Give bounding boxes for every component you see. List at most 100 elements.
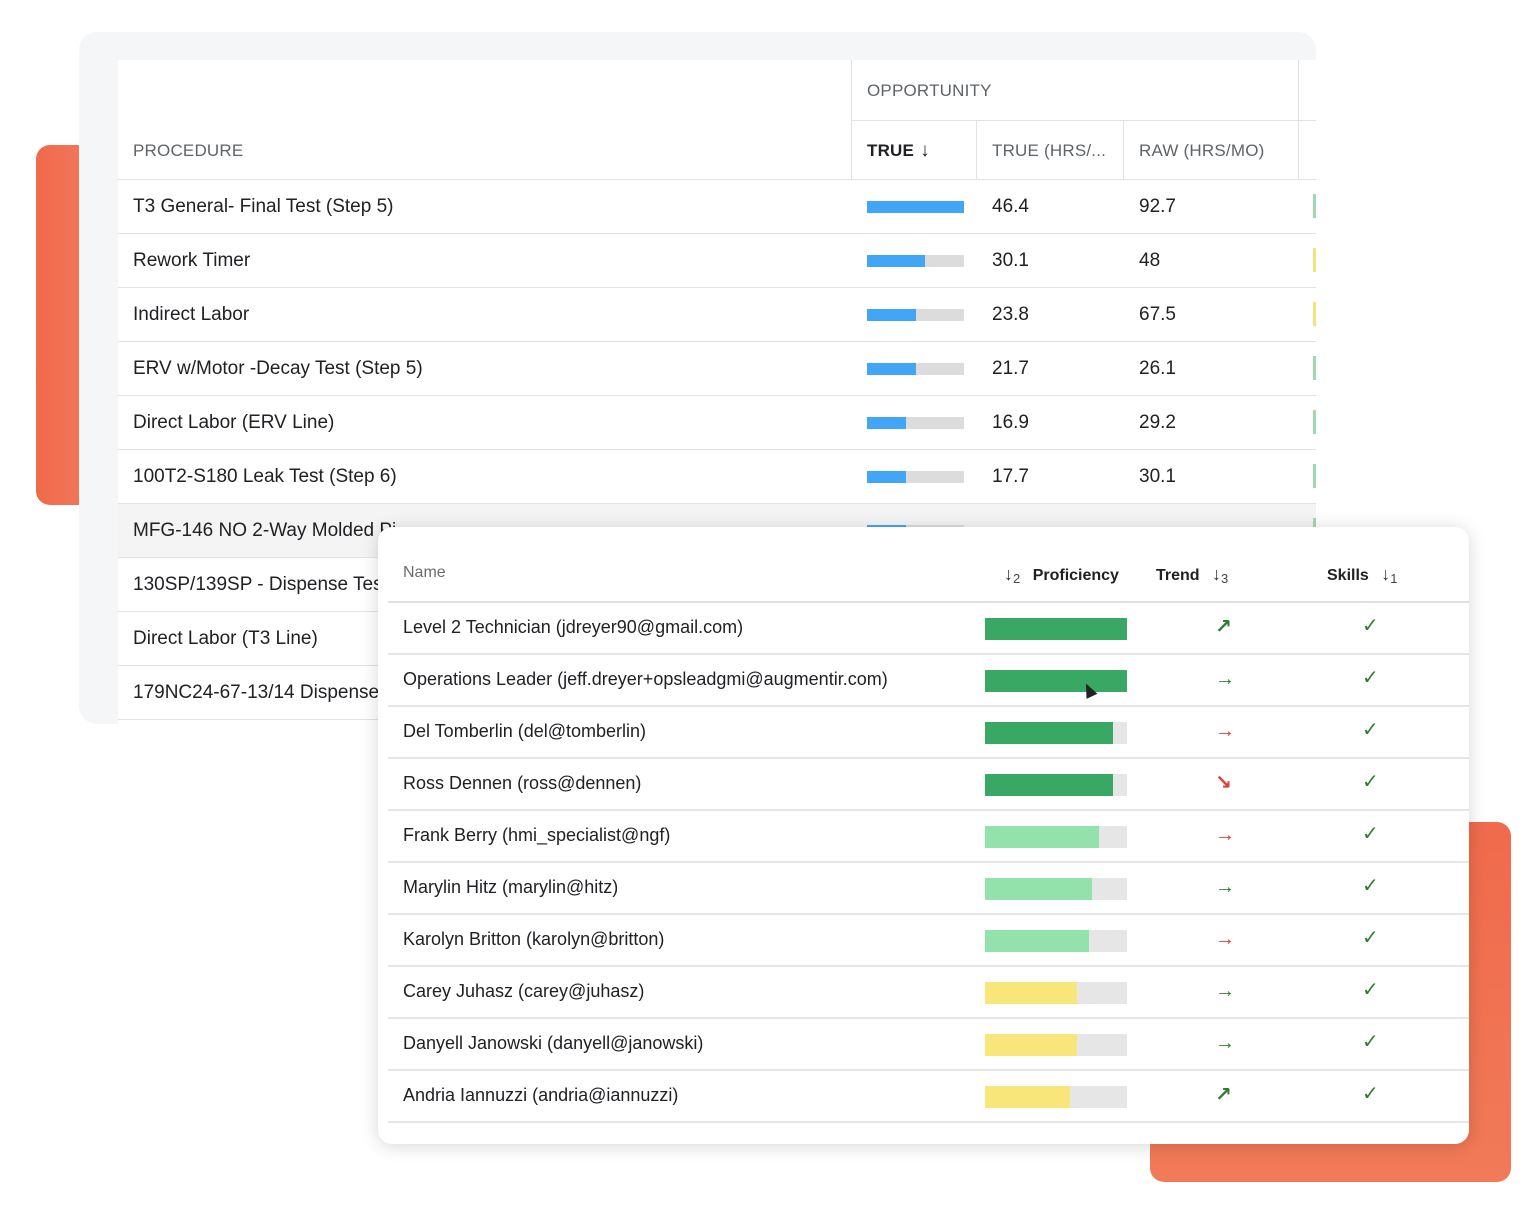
trend-right-icon: → bbox=[1215, 928, 1235, 950]
arrow-down-icon: ↓ bbox=[920, 140, 930, 161]
header-divider bbox=[851, 120, 1316, 121]
procedure-name: T3 General- Final Test (Step 5) bbox=[133, 196, 394, 217]
user-name: Frank Berry (hmi_specialist@ngf) bbox=[403, 825, 671, 845]
procedure-column-header[interactable]: PROCEDURE bbox=[133, 141, 244, 160]
procedure-name: 130SP/139SP - Dispense Tes bbox=[133, 574, 383, 595]
trend-up-right-icon: ↗ bbox=[1215, 616, 1232, 638]
column-divider bbox=[976, 120, 977, 180]
check-icon: ✓ bbox=[1362, 667, 1379, 689]
raw-hrs-value: 48 bbox=[1139, 250, 1161, 271]
check-icon: ✓ bbox=[1362, 771, 1379, 793]
true-opportunity-bar bbox=[867, 309, 964, 321]
raw-hrs-column-header[interactable]: RAW (HRS/MO) bbox=[1139, 141, 1265, 160]
trend-right-icon: → bbox=[1215, 824, 1235, 846]
procedure-name: Indirect Labor bbox=[133, 304, 250, 325]
user-name: Danyell Janowski (danyell@janowski) bbox=[403, 1033, 704, 1053]
status-indicator bbox=[1313, 410, 1316, 434]
status-indicator bbox=[1313, 302, 1316, 326]
table-row[interactable]: Karolyn Britton (karolyn@britton) → ✓ bbox=[388, 915, 1469, 967]
skills-column-label: Skills bbox=[1327, 567, 1369, 584]
table-row[interactable]: Indirect Labor 23.8 67.5 bbox=[118, 288, 1316, 342]
check-icon: ✓ bbox=[1362, 615, 1379, 637]
true-opportunity-bar bbox=[867, 471, 964, 483]
user-name: Karolyn Britton (karolyn@britton) bbox=[403, 929, 665, 949]
table-row[interactable]: Del Tomberlin (del@tomberlin) → ✓ bbox=[388, 707, 1469, 759]
procedure-name: Direct Labor (ERV Line) bbox=[133, 412, 335, 433]
true-opportunity-bar bbox=[867, 363, 964, 375]
proficiency-bar bbox=[985, 930, 1127, 952]
procedure-name: 179NC24-67-13/14 Dispense bbox=[133, 682, 380, 703]
table-row[interactable]: Ross Dennen (ross@dennen) ↘ ✓ bbox=[388, 759, 1469, 811]
check-icon: ✓ bbox=[1362, 1031, 1379, 1053]
raw-hrs-value: 92.7 bbox=[1139, 196, 1176, 217]
status-indicator bbox=[1313, 194, 1316, 218]
proficiency-bar bbox=[985, 1034, 1127, 1056]
skills-table-header: Name ↓2 Proficiency Trend ↓3 Skills ↓1 bbox=[388, 527, 1469, 603]
procedure-name: Direct Labor (T3 Line) bbox=[133, 628, 318, 649]
true-hrs-value: 17.7 bbox=[992, 466, 1029, 487]
table-row[interactable]: Frank Berry (hmi_specialist@ngf) → ✓ bbox=[388, 811, 1469, 863]
arrow-down-icon: ↓ bbox=[1381, 564, 1391, 584]
header-divider bbox=[118, 179, 1316, 180]
trend-right-icon: → bbox=[1215, 720, 1235, 742]
proficiency-bar bbox=[985, 826, 1127, 848]
opportunity-group-header: OPPORTUNITY bbox=[867, 81, 992, 100]
table-row[interactable]: Level 2 Technician (jdreyer90@gmail.com)… bbox=[388, 603, 1469, 655]
skills-column-header[interactable]: Skills ↓1 bbox=[1327, 564, 1398, 586]
table-row[interactable]: Andria Iannuzzi (andria@iannuzzi) ↗ ✓ bbox=[388, 1071, 1469, 1123]
check-icon: ✓ bbox=[1362, 875, 1379, 897]
table-row[interactable]: Direct Labor (ERV Line) 16.9 29.2 bbox=[118, 396, 1316, 450]
trend-right-icon: → bbox=[1215, 668, 1235, 690]
skills-card: Name ↓2 Proficiency Trend ↓3 Skills ↓1 L… bbox=[378, 527, 1469, 1144]
true-column-label: TRUE bbox=[867, 141, 915, 160]
trend-sort-order: 3 bbox=[1221, 571, 1229, 586]
trend-down-right-icon: ↘ bbox=[1215, 772, 1232, 794]
arrow-down-icon: ↓ bbox=[1212, 564, 1222, 584]
table-row[interactable]: Rework Timer 30.1 48 bbox=[118, 234, 1316, 288]
trend-up-right-icon: ↗ bbox=[1215, 1084, 1232, 1106]
status-indicator bbox=[1313, 248, 1316, 272]
name-column-header[interactable]: Name bbox=[403, 564, 446, 581]
procedure-name: MFG-146 NO 2-Way Molded Pi bbox=[133, 520, 397, 541]
user-name: Marylin Hitz (marylin@hitz) bbox=[403, 877, 619, 897]
column-divider bbox=[1123, 120, 1124, 180]
true-hrs-value: 46.4 bbox=[992, 196, 1029, 217]
proficiency-column-header[interactable]: ↓2 Proficiency bbox=[1004, 564, 1119, 586]
user-name: Del Tomberlin (del@tomberlin) bbox=[403, 721, 647, 741]
procedure-name: 100T2-S180 Leak Test (Step 6) bbox=[133, 466, 397, 487]
true-opportunity-bar bbox=[867, 255, 964, 267]
user-name: Ross Dennen (ross@dennen) bbox=[403, 773, 642, 793]
proficiency-bar bbox=[985, 878, 1127, 900]
proficiency-column-label: Proficiency bbox=[1032, 567, 1119, 584]
user-name: Andria Iannuzzi (andria@iannuzzi) bbox=[403, 1085, 679, 1105]
check-icon: ✓ bbox=[1362, 979, 1379, 1001]
trend-column-header[interactable]: Trend ↓3 bbox=[1156, 564, 1229, 586]
trend-right-icon: → bbox=[1215, 1032, 1235, 1054]
table-row[interactable]: Danyell Janowski (danyell@janowski) → ✓ bbox=[388, 1019, 1469, 1071]
raw-hrs-value: 67.5 bbox=[1139, 304, 1176, 325]
trend-column-label: Trend bbox=[1156, 567, 1200, 584]
table-row[interactable]: T3 General- Final Test (Step 5) 46.4 92.7 bbox=[118, 180, 1316, 234]
table-row[interactable]: 100T2-S180 Leak Test (Step 6) 17.7 30.1 bbox=[118, 450, 1316, 504]
check-icon: ✓ bbox=[1362, 1083, 1379, 1105]
proficiency-sort-order: 2 bbox=[1013, 571, 1021, 586]
proficiency-bar bbox=[985, 982, 1127, 1004]
true-opportunity-bar bbox=[867, 201, 964, 213]
true-opportunity-bar bbox=[867, 417, 964, 429]
trend-right-icon: → bbox=[1215, 980, 1235, 1002]
table-row[interactable]: Operations Leader (jeff.dreyer+opsleadgm… bbox=[388, 655, 1469, 707]
status-indicator bbox=[1313, 356, 1316, 380]
proficiency-bar bbox=[985, 618, 1127, 640]
true-hrs-value: 30.1 bbox=[992, 250, 1029, 271]
user-name: Carey Juhasz (carey@juhasz) bbox=[403, 981, 645, 1001]
true-column-header[interactable]: TRUE ↓ bbox=[867, 140, 930, 162]
user-name: Operations Leader (jeff.dreyer+opsleadgm… bbox=[403, 669, 888, 689]
check-icon: ✓ bbox=[1362, 823, 1379, 845]
procedure-name: Rework Timer bbox=[133, 250, 251, 271]
true-hrs-column-header[interactable]: TRUE (HRS/... bbox=[992, 141, 1107, 160]
table-row[interactable]: ERV w/Motor -Decay Test (Step 5) 21.7 26.1 bbox=[118, 342, 1316, 396]
procedure-name: ERV w/Motor -Decay Test (Step 5) bbox=[133, 358, 423, 379]
table-row[interactable]: Marylin Hitz (marylin@hitz) → ✓ bbox=[388, 863, 1469, 915]
proficiency-bar bbox=[985, 670, 1127, 692]
table-row[interactable]: Carey Juhasz (carey@juhasz) → ✓ bbox=[388, 967, 1469, 1019]
